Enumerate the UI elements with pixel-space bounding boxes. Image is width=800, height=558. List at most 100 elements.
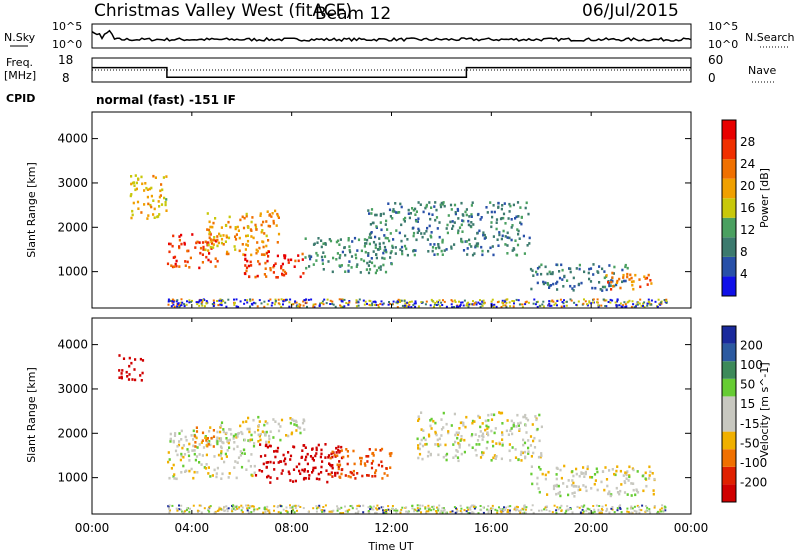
data-cell xyxy=(208,440,211,443)
data-cell xyxy=(474,433,477,436)
y-tick-label: 2000 xyxy=(57,426,88,440)
data-cell xyxy=(491,440,494,443)
data-cell xyxy=(261,240,264,243)
data-cell xyxy=(524,301,527,304)
data-cell xyxy=(147,202,150,206)
data-cell xyxy=(324,456,327,459)
data-cell xyxy=(575,303,578,306)
data-cell xyxy=(545,505,548,508)
data-cell xyxy=(225,305,228,308)
data-cell xyxy=(141,359,145,362)
data-cell xyxy=(287,451,290,454)
data-cell xyxy=(285,506,288,509)
power-cells xyxy=(129,174,668,309)
data-cell xyxy=(327,456,330,459)
data-cell xyxy=(249,228,252,231)
data-cell xyxy=(370,506,373,509)
data-cell xyxy=(128,373,131,376)
data-cell xyxy=(320,452,323,456)
data-cell xyxy=(580,471,583,474)
data-cell xyxy=(172,440,175,444)
data-cell xyxy=(460,511,463,514)
data-cell xyxy=(267,474,270,478)
data-cell xyxy=(323,509,326,512)
data-cell xyxy=(314,303,317,306)
data-cell xyxy=(425,203,428,207)
data-cell xyxy=(376,504,379,507)
data-cell xyxy=(615,283,618,287)
data-cell xyxy=(178,432,181,435)
data-cell xyxy=(467,304,470,307)
data-cell xyxy=(265,252,269,255)
data-cell xyxy=(525,506,528,509)
data-cell xyxy=(512,305,515,308)
data-cell xyxy=(558,276,562,280)
data-cell xyxy=(456,207,459,211)
data-cell xyxy=(564,512,567,515)
data-cell xyxy=(164,203,167,207)
data-cell xyxy=(492,444,495,448)
data-cell xyxy=(219,303,222,306)
data-cell xyxy=(198,299,201,302)
data-cell xyxy=(623,480,626,483)
data-cell xyxy=(596,298,599,301)
data-cell xyxy=(481,451,484,454)
data-cell xyxy=(416,504,419,507)
data-cell xyxy=(616,279,619,283)
data-cell xyxy=(280,298,283,301)
data-cell xyxy=(204,248,207,252)
data-cell xyxy=(469,508,472,511)
data-cell xyxy=(167,505,170,508)
data-cell xyxy=(331,455,334,459)
data-cell xyxy=(194,441,197,444)
data-cell xyxy=(180,301,183,304)
data-cell xyxy=(548,270,551,274)
data-cell xyxy=(417,417,421,421)
data-cell xyxy=(299,472,302,475)
data-cell xyxy=(479,306,482,309)
data-cell xyxy=(523,450,527,454)
data-cell xyxy=(263,253,266,256)
data-cell xyxy=(604,504,607,507)
data-cell xyxy=(523,441,527,445)
data-cell xyxy=(467,223,470,227)
data-cell xyxy=(283,298,285,301)
data-cell xyxy=(400,239,403,243)
data-cell xyxy=(603,276,606,280)
data-cell xyxy=(355,299,358,302)
data-cell xyxy=(158,213,161,216)
data-cell xyxy=(192,476,195,480)
data-cell xyxy=(204,435,207,438)
data-cell xyxy=(585,509,588,512)
data-cell xyxy=(532,274,535,277)
data-cell xyxy=(352,449,355,453)
data-cell xyxy=(217,241,220,245)
data-cell xyxy=(233,505,236,508)
data-cell xyxy=(560,476,563,480)
data-cell xyxy=(264,267,267,270)
data-cell xyxy=(375,507,378,510)
data-cell xyxy=(521,507,524,510)
data-cell xyxy=(335,451,338,454)
data-cell xyxy=(241,243,244,246)
data-cell xyxy=(649,279,652,282)
data-cell xyxy=(664,506,667,509)
data-cell xyxy=(506,298,509,301)
data-cell xyxy=(228,428,231,431)
data-cell xyxy=(381,303,384,306)
data-cell xyxy=(638,302,641,305)
data-cell xyxy=(421,504,424,507)
data-cell xyxy=(336,471,339,475)
data-cell xyxy=(434,432,437,435)
data-cell xyxy=(251,216,254,219)
date-label: 06/Jul/2015 xyxy=(582,1,679,21)
data-cell xyxy=(529,435,533,438)
data-cell xyxy=(175,300,178,303)
data-cell xyxy=(405,506,408,509)
data-cell xyxy=(412,249,415,253)
data-cell xyxy=(264,420,267,423)
data-cell xyxy=(249,305,251,308)
data-cell xyxy=(256,305,259,308)
data-cell xyxy=(593,482,596,486)
